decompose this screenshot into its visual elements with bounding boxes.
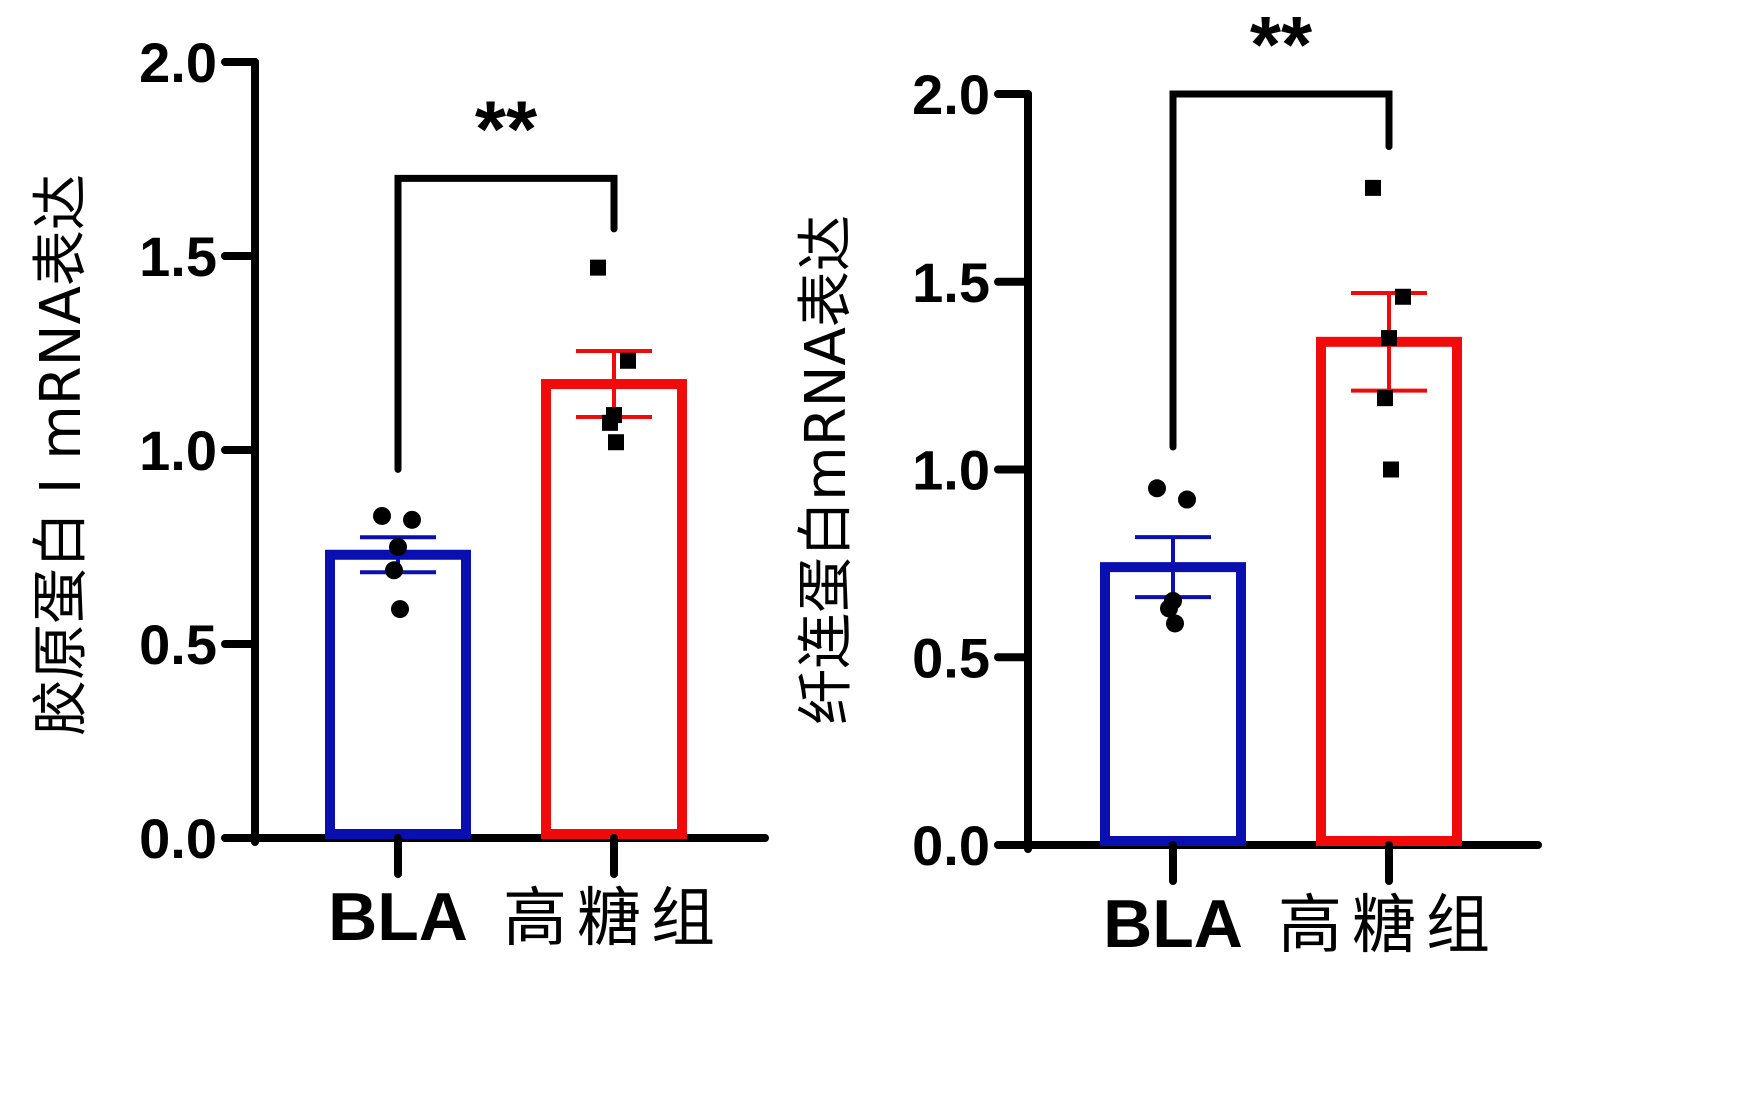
chart-collagen-i: 0.0 0.5 1.0 1.5 2.0 胶原蛋白 I mRNA表达 BLA 高糖组 ** bbox=[29, 31, 769, 956]
y-tick-label: 1.5 bbox=[139, 225, 217, 288]
data-point bbox=[391, 600, 409, 619]
bar bbox=[541, 379, 687, 839]
data-point bbox=[1160, 599, 1178, 618]
data-point bbox=[1148, 479, 1166, 498]
data-point bbox=[373, 506, 391, 525]
data-point bbox=[1166, 614, 1184, 633]
data-point bbox=[1377, 390, 1393, 407]
significance-label: ** bbox=[1250, 0, 1313, 89]
data-point bbox=[403, 510, 421, 529]
x-category-label: BLA bbox=[328, 879, 468, 955]
y-tick-label: 0.0 bbox=[139, 807, 217, 870]
data-point bbox=[602, 414, 618, 431]
y-tick-label: 1.0 bbox=[912, 439, 990, 502]
y-tick-label: 2.0 bbox=[912, 63, 990, 126]
y-tick-label: 1.5 bbox=[912, 251, 990, 314]
data-point bbox=[620, 352, 636, 369]
y-axis-label: 胶原蛋白 I mRNA表达 bbox=[29, 174, 94, 736]
significance-label: ** bbox=[475, 84, 538, 173]
y-tick-label: 0.5 bbox=[139, 613, 217, 676]
significance-bracket bbox=[1169, 90, 1393, 451]
chart-fibronectin: 0.0 0.5 1.0 1.5 2.0 纤连蛋白mRNA表达 BLA 高糖组 ** bbox=[794, 0, 1542, 963]
data-point bbox=[385, 561, 403, 580]
data-point bbox=[590, 259, 606, 276]
data-point bbox=[1395, 288, 1411, 305]
data-point bbox=[389, 538, 407, 556]
y-tick-label: 0.0 bbox=[912, 814, 990, 877]
bar bbox=[1316, 336, 1462, 846]
significance-bracket bbox=[394, 174, 618, 473]
data-point bbox=[608, 434, 624, 451]
x-category-label: BLA bbox=[1103, 886, 1243, 962]
data-point bbox=[1178, 490, 1196, 509]
y-tick-label: 1.0 bbox=[139, 419, 217, 482]
bar bbox=[325, 549, 471, 839]
y-tick-label: 2.0 bbox=[139, 31, 217, 94]
data-point bbox=[1365, 179, 1381, 196]
y-tick-label: 0.5 bbox=[912, 626, 990, 689]
y-axis-label: 纤连蛋白mRNA表达 bbox=[794, 215, 859, 725]
data-point bbox=[1383, 461, 1399, 478]
data-point bbox=[1381, 330, 1397, 347]
x-category-label: 高糖组 bbox=[503, 882, 725, 956]
x-category-label: 高糖组 bbox=[1278, 889, 1500, 963]
